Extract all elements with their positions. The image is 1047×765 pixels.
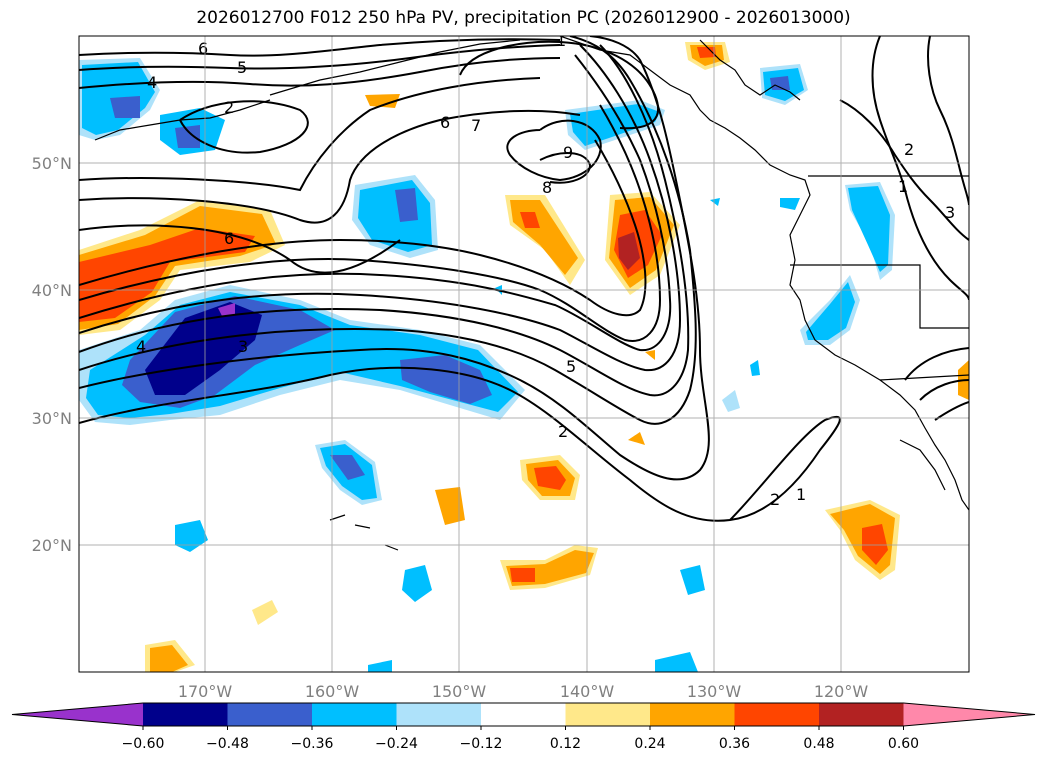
colorbar-segment (734, 703, 820, 726)
colorbar-segment (481, 703, 566, 726)
contour-label: 6 (198, 39, 208, 58)
lon-label: 160°W (305, 682, 360, 701)
contour-label: 3 (238, 337, 248, 356)
lon-label: 140°W (560, 682, 615, 701)
map-title: 2026012700 F012 250 hPa PV, precipitatio… (196, 8, 851, 28)
colorbar-tick-label: −0.12 (460, 736, 503, 752)
longitude-labels: 170°W 160°W 150°W 140°W 130°W 120°W (178, 682, 869, 701)
lon-label: 120°W (814, 682, 869, 701)
lon-label: 130°W (687, 682, 742, 701)
colorbar-tick-label: 0.48 (803, 736, 834, 752)
colorbar-segment (819, 703, 904, 726)
colorbar-segment (312, 703, 397, 726)
contour-label: 2 (770, 490, 780, 509)
contour-label: 6 (224, 229, 234, 248)
latitude-labels: 50°N 40°N 30°N 20°N (32, 154, 72, 555)
colorbar-tick-label: −0.60 (122, 736, 165, 752)
colorbar-segment (143, 703, 228, 726)
colorbar-extend-min (12, 703, 143, 726)
colorbar-tick-label: −0.36 (291, 736, 334, 752)
lon-label: 150°W (432, 682, 487, 701)
colorbar-tick-label: 0.24 (634, 736, 665, 752)
lon-label: 170°W (178, 682, 233, 701)
contour-label: 1 (556, 31, 566, 50)
contour-labels: 6 5 4 2 6 7 1 9 8 6 4 3 5 2 2 1 2 1 3 (136, 31, 955, 509)
contour-label: 1 (796, 485, 806, 504)
contour-label: 7 (471, 116, 481, 135)
contour-label: 6 (440, 113, 450, 132)
colorbar-tick-label: 0.36 (719, 736, 750, 752)
contour-label: 2 (558, 422, 568, 441)
colorbar-tick-label: 0.60 (888, 736, 919, 752)
contour-label: 5 (566, 357, 576, 376)
contour-label: 2 (224, 98, 234, 117)
contour-label: 4 (147, 73, 157, 92)
colorbar: −0.60 −0.48 −0.36 −0.24 −0.12 0.12 0.24 0.36 0.4… (11, 702, 1036, 752)
contour-label: 4 (136, 337, 146, 356)
precip-negative-shading (79, 58, 895, 672)
lat-label: 30°N (32, 409, 72, 428)
contour-label: 5 (237, 58, 247, 77)
contour-label: 1 (898, 177, 908, 196)
contour-label: 9 (563, 143, 573, 162)
colorbar-extend-max (903, 703, 1035, 726)
colorbar-segment (396, 703, 482, 726)
colorbar-segment (650, 703, 735, 726)
contour-label: 8 (542, 178, 552, 197)
colorbar-segment (565, 703, 651, 726)
contour-label: 3 (945, 203, 955, 222)
colorbar-tick-label: 0.12 (550, 736, 581, 752)
colorbar-tick-label: −0.24 (375, 736, 418, 752)
plot-frame (78, 35, 970, 673)
lat-label: 40°N (32, 281, 72, 300)
colorbar-tick-label: −0.48 (206, 736, 249, 752)
lat-label: 20°N (32, 536, 72, 555)
lat-label: 50°N (32, 154, 72, 173)
gridlines (79, 36, 969, 672)
colorbar-segment (227, 703, 313, 726)
contour-label: 2 (904, 140, 914, 159)
